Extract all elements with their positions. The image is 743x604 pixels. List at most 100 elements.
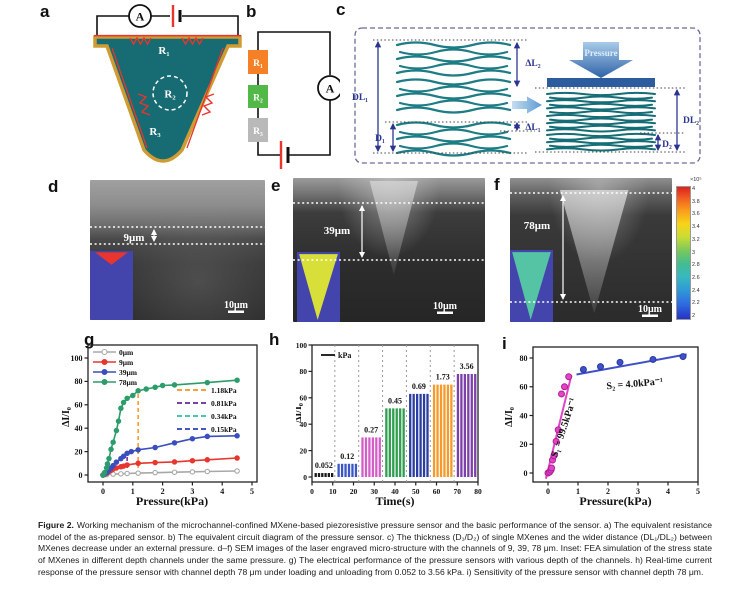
data-point: [118, 471, 124, 477]
mxene-sheet: [546, 128, 656, 133]
x-tick-label: 3: [190, 487, 194, 496]
depth-label: 78μm: [524, 220, 550, 232]
y-tick-label: 60: [300, 394, 308, 403]
mxene-sheet: [549, 117, 653, 122]
data-point: [110, 462, 116, 469]
dl2-label: DL₂: [683, 116, 699, 126]
data-point: [171, 469, 178, 475]
axis-frame: [311, 344, 479, 483]
scalebar: [642, 314, 658, 317]
sem-image-39um: 39μm 10μm: [293, 178, 485, 322]
fit-line-S2-fit: [576, 353, 687, 376]
data-point: [649, 355, 657, 363]
x-tick-label: 4: [666, 487, 670, 496]
data-point: [204, 379, 211, 386]
press-plate: [547, 78, 655, 87]
mxene-stack: [395, 78, 512, 114]
x-tick-label: 3: [636, 487, 640, 496]
fea-inset-78um: [510, 250, 553, 322]
mxene-sheet: [398, 85, 509, 93]
data-point: [113, 459, 120, 465]
data-point: [550, 452, 558, 460]
colorbar-multiplier: ×10⁵: [690, 177, 702, 183]
x-tick-label: 50: [412, 487, 420, 496]
d2-label: D₂: [662, 140, 672, 150]
r3-label: R₃: [253, 127, 263, 137]
x-tick-label: 1: [576, 487, 580, 496]
scalebar: [437, 311, 453, 314]
chart-realtime-response: 0 10 20 30 40 50 60 70 80 0 20 40 60 80 100 0.052 0.12 0.…: [296, 341, 482, 508]
resistor-box-r3: [248, 118, 268, 142]
colorbar-tick: 2.2: [692, 300, 700, 307]
data-point: [558, 390, 565, 398]
mxene-sheet: [546, 140, 656, 145]
data-point: [152, 444, 158, 451]
x-axis-label: Time(s): [375, 494, 414, 508]
resistor-zigzag-icon: [129, 36, 152, 46]
mxene-sheet: [549, 136, 653, 141]
y-tick-label: 100: [296, 341, 307, 350]
sensitivity-label: S₂ = 4.0kPa⁻¹: [606, 376, 663, 392]
red-electrode-line: [111, 47, 148, 149]
mxene-sheet: [395, 149, 512, 157]
pulse-group-0.69: 0.69: [409, 382, 429, 477]
mxene-sheet: [395, 78, 512, 86]
stress-colorbar: [676, 186, 691, 320]
mxene-sheet: [546, 91, 656, 97]
x-tick-label: 20: [350, 487, 358, 496]
mxene-sheet: [546, 106, 656, 111]
scatter-S1-points: [544, 373, 573, 477]
panel-letter-d: d: [48, 177, 59, 196]
pulse-group-0.052: 0.052: [314, 461, 334, 477]
data-point: [171, 459, 178, 465]
r1-label: R₁: [253, 59, 263, 69]
colorbar-tick: 3: [692, 249, 696, 256]
mxene-sheet: [395, 41, 512, 49]
panel-letter-f: f: [494, 175, 500, 194]
pressure-step-label: 0.12: [340, 452, 354, 461]
data-point: [113, 427, 120, 434]
ammeter-label: A: [326, 82, 335, 96]
data-point: [234, 433, 240, 439]
mxene-sheet: [398, 48, 509, 56]
data-point: [171, 440, 178, 446]
x-tick-label: 70: [454, 487, 462, 496]
data-point: [189, 457, 196, 464]
wire: [182, 15, 239, 37]
panel-letter-e: e: [271, 176, 281, 195]
y-axis-label: ΔI/I₀: [296, 403, 304, 423]
mxene-sheet: [549, 143, 653, 148]
mxene-sheet: [546, 132, 656, 138]
pressure-step-label: 3.56: [460, 362, 474, 371]
r3-label: R₃: [149, 126, 161, 138]
caption-body: Working mechanism of the microchannel-co…: [38, 520, 712, 577]
pulse-group-1.73: 1.73: [432, 373, 453, 477]
legend-label: 39μm: [119, 368, 138, 377]
data-point: [128, 448, 135, 455]
colorbar-tick: 2: [692, 313, 696, 319]
colorbar-tick: 3.4: [692, 224, 700, 231]
mxene-compression-schematic: Pressure DL₁ ΔL₂ D₁ ΔL₁ DL₂ D₂: [352, 27, 701, 164]
mxene-sheet: [395, 69, 512, 77]
data-point: [561, 383, 568, 391]
x-tick-label: 2: [606, 487, 610, 496]
pulse-group-3.56: 3.56: [456, 362, 477, 477]
pulse-group-0.45: 0.45: [385, 396, 405, 477]
pulse-group-0.12: 0.12: [337, 452, 358, 477]
axis-frame: [87, 344, 258, 483]
x-tick-label: 1: [131, 487, 135, 496]
data-point: [108, 446, 114, 453]
colorbar-tick: 3.2: [692, 236, 700, 243]
y-tick-label: 0: [303, 473, 307, 482]
x-tick-label: 2: [161, 487, 165, 496]
x-tick-label: 5: [696, 487, 700, 496]
scalebar-label: 10μm: [224, 300, 249, 311]
mxene-sheet: [546, 113, 656, 119]
y-tick-label: 20: [75, 447, 83, 456]
x-tick-label: 10: [329, 487, 337, 496]
series-78μm: [100, 377, 240, 478]
data-point: [565, 373, 573, 381]
mxene-sheet: [398, 128, 509, 136]
data-point: [579, 366, 587, 373]
